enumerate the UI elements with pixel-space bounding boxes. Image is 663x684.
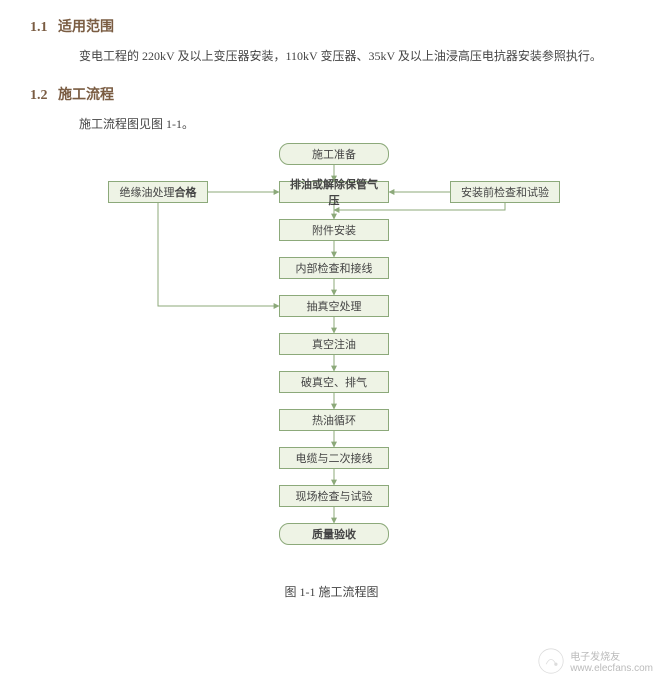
flow-node-n_inspect: 内部检查和接线 bbox=[279, 257, 389, 279]
flow-node-n_attach: 附件安装 bbox=[279, 219, 389, 241]
flow-node-n_fill: 真空注油 bbox=[279, 333, 389, 355]
watermark-icon bbox=[538, 648, 564, 674]
section-1-2-title: 施工流程 bbox=[58, 88, 114, 103]
watermark-brand: 电子发烧友 bbox=[570, 648, 653, 663]
section-1-1-heading: 1.1 适用范围 bbox=[30, 16, 663, 36]
section-1-2-num: 1.2 bbox=[30, 88, 48, 103]
watermark: 电子发烧友 www.elecfans.com bbox=[538, 648, 653, 674]
flow-node-n_end: 质量验收 bbox=[279, 523, 389, 545]
flow-node-n_drain: 排油或解除保管气压 bbox=[279, 181, 389, 203]
flow-node-n_start: 施工准备 bbox=[279, 143, 389, 165]
flow-node-n_hotoil: 热油循环 bbox=[279, 409, 389, 431]
flow-node-n_oilok: 绝缘油处理合格 bbox=[108, 181, 208, 203]
flow-node-n_site: 现场检查与试验 bbox=[279, 485, 389, 507]
flow-node-n_preinsp: 安装前检查和试验 bbox=[450, 181, 560, 203]
section-1-2-heading: 1.2 施工流程 bbox=[30, 84, 663, 104]
flow-node-n_cable: 电缆与二次接线 bbox=[279, 447, 389, 469]
figure-caption: 图 1-1 施工流程图 bbox=[0, 583, 663, 600]
para-1-1: 变电工程的 220kV 及以上变压器安装，110kV 变压器、35kV 及以上油… bbox=[55, 46, 633, 68]
para-1-2: 施工流程图见图 1-1。 bbox=[55, 114, 633, 136]
watermark-url: www.elecfans.com bbox=[570, 663, 653, 674]
flowchart-figure: 施工准备排油或解除保管气压附件安装内部检查和接线抽真空处理真空注油破真空、排气热… bbox=[0, 139, 663, 579]
section-1-1-title: 适用范围 bbox=[58, 20, 114, 35]
section-1-1-num: 1.1 bbox=[30, 20, 48, 35]
flow-node-n_vacuum: 抽真空处理 bbox=[279, 295, 389, 317]
flow-node-n_break: 破真空、排气 bbox=[279, 371, 389, 393]
